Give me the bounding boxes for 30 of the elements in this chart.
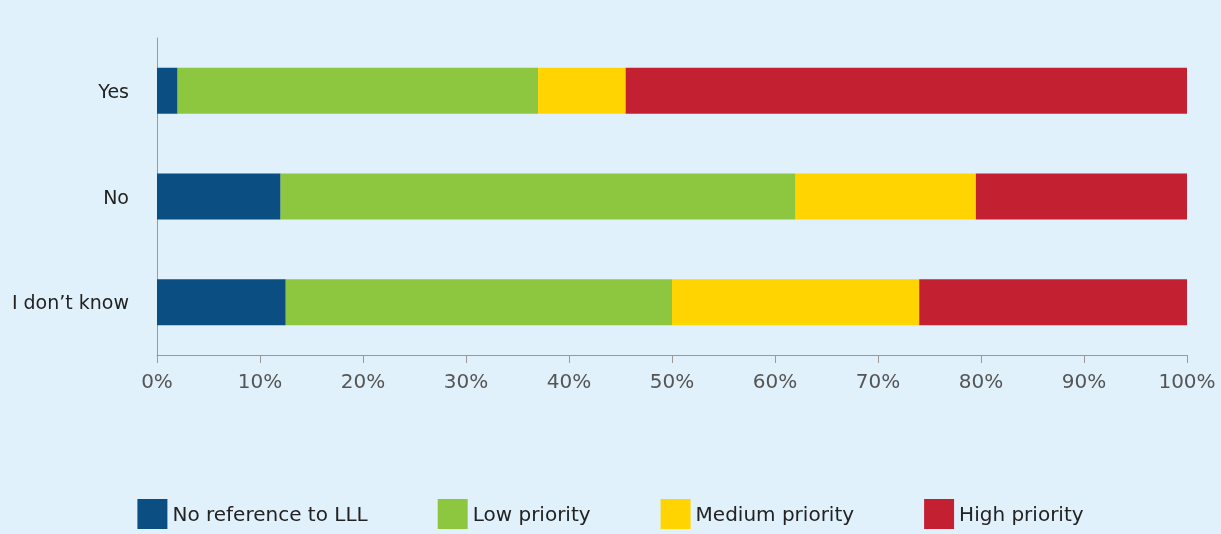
legend-label: Medium priority xyxy=(695,502,855,526)
x-tick-label: 40% xyxy=(546,369,592,393)
y-tick-label: Yes xyxy=(97,79,129,102)
x-tick-label: 50% xyxy=(649,369,695,393)
x-tick-label: 20% xyxy=(340,369,386,393)
legend-label: No reference to LLL xyxy=(172,502,369,526)
bar xyxy=(795,173,976,220)
legend-label: High priority xyxy=(959,502,1084,526)
y-tick-label: No xyxy=(103,185,129,208)
bar xyxy=(177,67,539,114)
x-tick-label: 100% xyxy=(1158,369,1216,393)
bar xyxy=(157,67,178,114)
x-tick-label: 60% xyxy=(752,369,798,393)
bar xyxy=(285,279,672,326)
bar xyxy=(625,67,1187,114)
x-tick-label: 90% xyxy=(1061,369,1107,393)
x-tick-label: 80% xyxy=(958,369,1004,393)
x-tick-label: 0% xyxy=(141,369,173,393)
bar xyxy=(157,279,286,326)
bar xyxy=(672,279,920,326)
bar xyxy=(538,67,626,114)
bar xyxy=(157,173,281,220)
bar xyxy=(280,173,796,220)
legend-label: Low priority xyxy=(472,502,591,526)
x-tick-label: 70% xyxy=(855,369,901,393)
bar xyxy=(919,279,1187,326)
x-tick-label: 10% xyxy=(237,369,283,393)
bar xyxy=(975,173,1187,220)
x-tick-label: 30% xyxy=(443,369,489,393)
y-tick-label: I don’t know xyxy=(11,291,129,314)
